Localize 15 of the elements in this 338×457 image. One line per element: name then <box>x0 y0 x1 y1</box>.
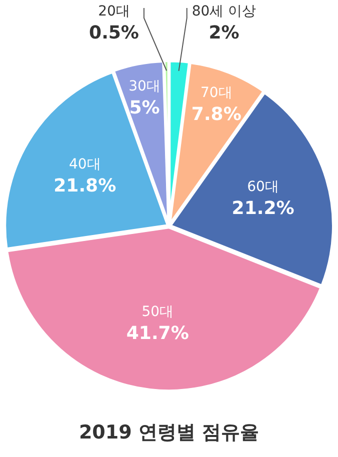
data-label: 2% <box>208 22 240 44</box>
data-label: 41.7% <box>126 323 189 344</box>
text: 2019 연령별 점유율 <box>78 422 260 444</box>
data-label: 0.5% <box>89 22 139 44</box>
slice-label: 80세 이상 <box>192 4 256 20</box>
data-label: 5% <box>129 97 160 118</box>
slice-label: 40대 <box>68 156 101 172</box>
slice-label: 60대 <box>247 178 279 195</box>
slice-label: 30대 <box>128 78 160 94</box>
data-label: 21.8% <box>54 175 116 196</box>
slice-label: 70대 <box>200 84 232 101</box>
data-label: 7.8% <box>191 104 242 125</box>
slice-label: 50대 <box>142 304 174 320</box>
slice-label: 20대 <box>98 4 130 20</box>
data-label: 21.2% <box>232 198 294 219</box>
